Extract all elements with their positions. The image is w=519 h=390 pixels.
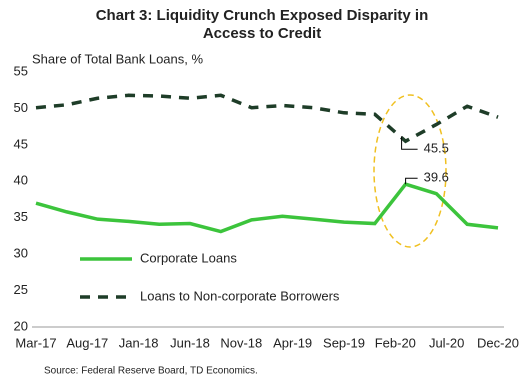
x-tick-label: Mar-17 [15,335,56,350]
y-tick-label: 20 [14,318,28,333]
chart-title: Chart 3: Liquidity Crunch Exposed Dispar… [96,7,429,24]
x-tick-label: Jul-20 [429,335,464,350]
x-tick-label: Aug-17 [66,335,108,350]
x-tick-label: Jun-18 [170,335,210,350]
y-axis-label: Share of Total Bank Loans, % [32,51,203,66]
x-tick-label: Feb-20 [375,335,416,350]
y-tick-label: 25 [14,282,28,297]
annotation: 45.5 [424,141,449,156]
x-tick-label: Jan-18 [119,335,159,350]
y-tick-label: 40 [14,173,28,188]
annotation-leader [401,136,418,150]
source: Source: Federal Reserve Board, TD Econom… [44,366,258,377]
annotation-leader [405,177,418,185]
x-tick-label: Nov-18 [220,335,262,350]
x-tick-label: Apr-19 [273,335,312,350]
legend-label: Loans to Non-corporate Borrowers [140,288,340,303]
legend-label: Corporate Loans [140,250,237,265]
y-tick-label: 30 [14,246,28,261]
chart-title: Access to Credit [203,25,321,42]
x-tick-label: Sep-19 [323,335,365,350]
y-tick-label: 45 [14,136,28,151]
series-line [35,182,499,234]
annotation: 39.6 [424,170,449,185]
highlight-ellipse [373,94,447,248]
y-tick-label: 35 [14,209,28,224]
x-tick-label: Dec-20 [477,335,519,350]
y-tick-label: 50 [14,100,28,115]
y-tick-label: 55 [14,63,28,78]
series-line [35,93,499,144]
